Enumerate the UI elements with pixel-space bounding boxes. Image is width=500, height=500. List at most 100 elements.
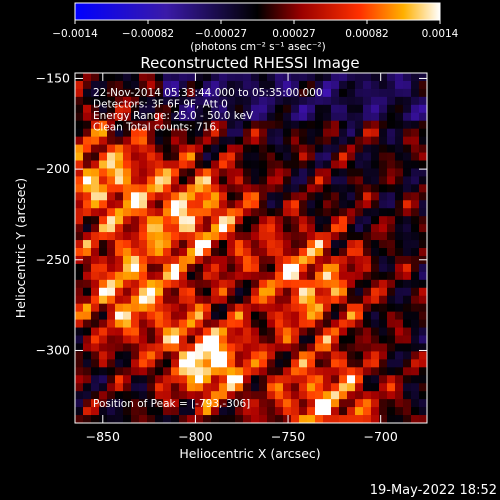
heatmap-pixel — [411, 311, 420, 320]
heatmap-pixel — [187, 255, 196, 265]
heatmap-pixel — [171, 88, 180, 98]
heatmap-pixel — [323, 415, 332, 424]
heatmap-pixel — [155, 192, 164, 201]
heatmap-pixel — [171, 271, 180, 281]
heatmap-pixel — [283, 367, 292, 376]
heatmap-pixel — [187, 104, 196, 114]
heatmap-pixel — [363, 88, 372, 98]
heatmap-pixel — [299, 351, 308, 360]
heatmap-pixel — [259, 367, 268, 376]
heatmap-pixel — [307, 224, 316, 233]
heatmap-pixel — [403, 327, 412, 336]
heatmap-pixel — [259, 391, 268, 400]
heatmap-pixel — [235, 184, 244, 193]
heatmap-pixel — [307, 88, 316, 98]
heatmap-pixel — [91, 311, 100, 320]
heatmap-pixel — [363, 351, 372, 360]
heatmap-pixel — [91, 359, 100, 368]
heatmap-pixel — [179, 391, 188, 400]
heatmap-pixel — [371, 415, 380, 424]
heatmap-pixel — [123, 271, 132, 281]
heatmap-pixel — [355, 295, 364, 305]
heatmap-pixel — [131, 383, 140, 392]
heatmap-pixel — [291, 144, 300, 153]
heatmap-pixel — [139, 184, 148, 193]
heatmap-pixel — [235, 192, 244, 201]
heatmap-pixel — [315, 232, 324, 241]
heatmap-pixel — [291, 200, 300, 209]
heatmap-pixel — [339, 240, 348, 249]
heatmap-pixel — [115, 216, 124, 225]
heatmap-pixel — [315, 88, 324, 98]
heatmap-pixel — [307, 240, 316, 249]
heatmap-pixel — [419, 152, 428, 161]
heatmap-pixel — [131, 240, 140, 249]
heatmap-pixel — [307, 208, 316, 217]
heatmap-pixel — [283, 240, 292, 249]
heatmap-pixel — [307, 112, 316, 122]
heatmap-pixel — [403, 351, 412, 360]
heatmap-pixel — [275, 367, 284, 376]
heatmap-pixel — [155, 120, 164, 130]
heatmap-pixel — [75, 248, 84, 257]
heatmap-pixel — [275, 224, 284, 233]
heatmap-pixel — [267, 144, 276, 153]
heatmap-pixel — [139, 160, 148, 169]
heatmap-pixel — [363, 216, 372, 225]
heatmap-pixel — [171, 104, 180, 114]
heatmap-pixel — [147, 112, 156, 122]
heatmap-pixel — [371, 208, 380, 217]
heatmap-pixel — [235, 391, 244, 400]
heatmap-pixel — [75, 375, 84, 384]
heatmap-pixel — [299, 240, 308, 249]
heatmap-pixel — [243, 415, 252, 424]
heatmap-pixel — [211, 327, 220, 336]
heatmap-pixel — [339, 335, 348, 344]
heatmap-pixel — [171, 279, 180, 289]
heatmap-pixel — [363, 255, 372, 265]
heatmap-pixel — [163, 144, 172, 153]
heatmap-pixel — [243, 311, 252, 320]
heatmap-pixel — [275, 168, 284, 177]
heatmap-pixel — [395, 343, 404, 352]
heatmap-pixel — [131, 88, 140, 98]
heatmap-pixel — [91, 224, 100, 233]
heatmap-pixel — [219, 136, 228, 145]
heatmap-pixel — [187, 152, 196, 161]
heatmap-pixel — [251, 391, 260, 400]
heatmap-pixel — [419, 184, 428, 193]
heatmap-pixel — [419, 415, 428, 424]
heatmap-pixel — [395, 248, 404, 257]
heatmap-pixel — [195, 144, 204, 153]
heatmap-pixel — [171, 73, 180, 82]
heatmap-pixel — [403, 271, 412, 281]
heatmap-pixel — [363, 192, 372, 201]
heatmap-pixel — [419, 128, 428, 138]
heatmap-pixel — [187, 160, 196, 169]
heatmap-pixel — [363, 144, 372, 153]
heatmap-pixel — [219, 415, 228, 424]
heatmap-pixel — [363, 112, 372, 122]
heatmap-pixel — [235, 112, 244, 122]
heatmap-pixel — [155, 200, 164, 209]
heatmap-pixel — [75, 216, 84, 225]
heatmap-pixel — [379, 335, 388, 344]
heatmap-pixel — [251, 208, 260, 217]
heatmap-pixel — [387, 240, 396, 249]
heatmap-pixel — [75, 399, 84, 408]
heatmap-pixel — [99, 248, 108, 257]
heatmap-pixel — [323, 407, 332, 416]
heatmap-pixel — [147, 399, 156, 408]
heatmap-pixel — [379, 271, 388, 281]
heatmap-pixel — [83, 152, 92, 161]
heatmap-pixel — [227, 136, 236, 145]
heatmap-pixel — [83, 359, 92, 368]
heatmap-pixel — [235, 375, 244, 384]
heatmap-pixel — [139, 335, 148, 344]
heatmap-pixel — [99, 327, 108, 336]
heatmap-pixel — [275, 104, 284, 114]
heatmap-pixel — [139, 96, 148, 106]
heatmap-pixel — [387, 351, 396, 360]
heatmap-pixel — [283, 168, 292, 177]
heatmap-pixel — [155, 319, 164, 328]
